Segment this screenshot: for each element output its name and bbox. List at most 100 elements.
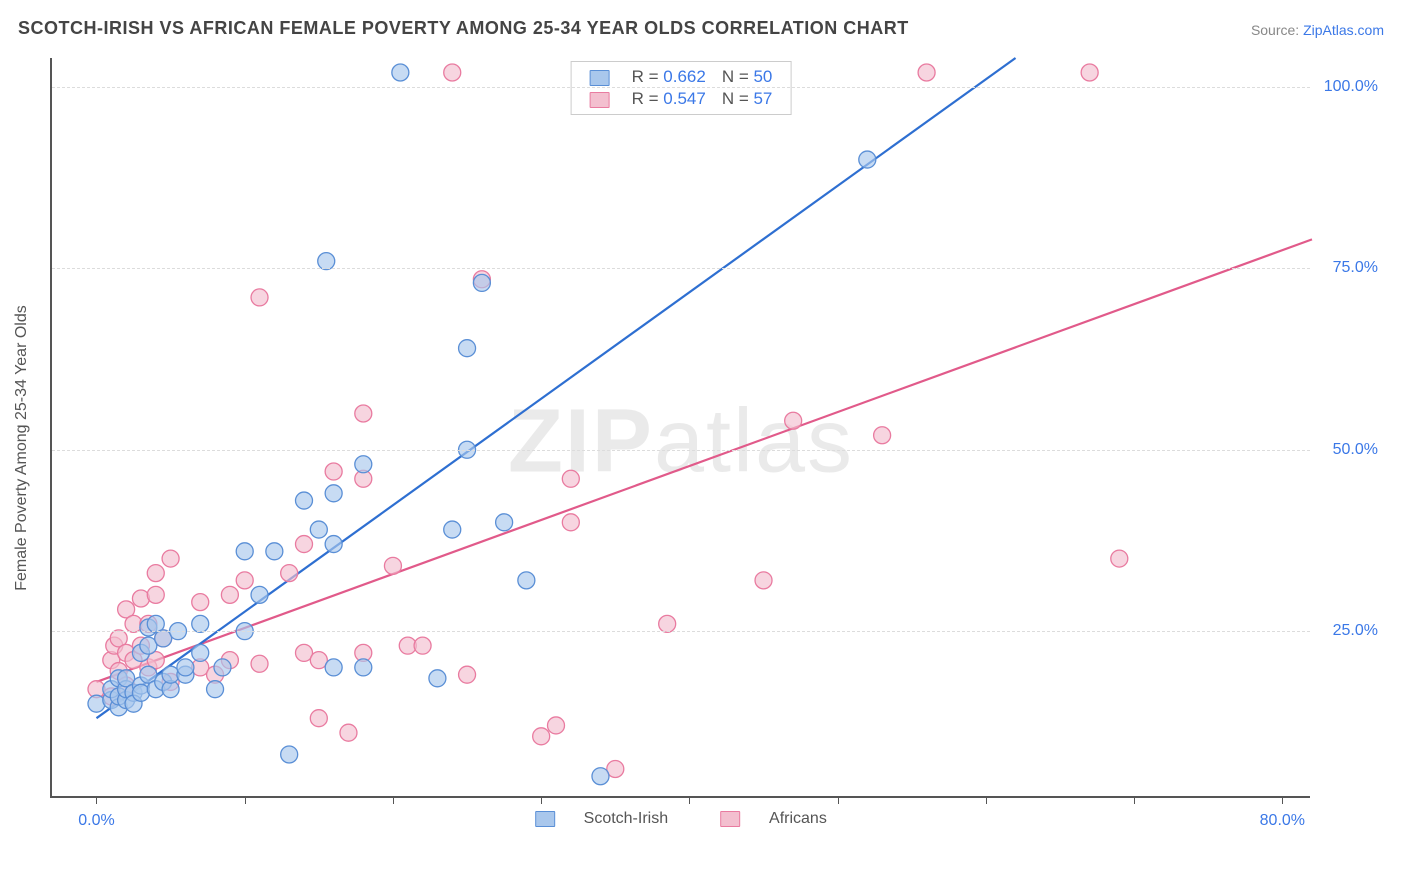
data-point (281, 565, 298, 582)
gridline (52, 268, 1310, 269)
data-point (296, 536, 313, 553)
data-point (310, 710, 327, 727)
chart-title: SCOTCH-IRISH VS AFRICAN FEMALE POVERTY A… (18, 18, 909, 39)
gridline (52, 87, 1310, 88)
swatch-africans-b (721, 811, 741, 827)
data-point (562, 514, 579, 531)
data-point (236, 543, 253, 560)
source-link[interactable]: ZipAtlas.com (1303, 22, 1384, 38)
data-point (325, 463, 342, 480)
swatch-africans (590, 92, 610, 108)
x-tick (689, 796, 690, 804)
x-tick (245, 796, 246, 804)
data-point (755, 572, 772, 589)
data-point (1081, 64, 1098, 81)
data-point (251, 586, 268, 603)
data-point (459, 666, 476, 683)
legend-label-2: Africans (769, 810, 827, 827)
swatch-scotch-irish (590, 70, 610, 86)
y-tick-label: 50.0% (1333, 441, 1378, 459)
data-point (325, 659, 342, 676)
data-point (533, 728, 550, 745)
data-point (318, 253, 335, 270)
data-point (214, 659, 231, 676)
data-point (236, 572, 253, 589)
plot-area: ZIPatlas R = 0.662 N = 50 R = 0.547 N = … (50, 58, 1310, 798)
n-label-1: N = (722, 67, 754, 86)
x-tick-label: 80.0% (1260, 812, 1305, 830)
source-attribution: Source: ZipAtlas.com (1251, 22, 1384, 38)
data-point (444, 64, 461, 81)
y-tick-label: 75.0% (1333, 259, 1378, 277)
data-point (296, 492, 313, 509)
y-axis-title: Female Poverty Among 25-34 Year Olds (13, 305, 31, 591)
trend-line (96, 239, 1312, 682)
data-point (310, 521, 327, 538)
swatch-scotch-irish-b (535, 811, 555, 827)
data-point (459, 340, 476, 357)
data-point (88, 695, 105, 712)
data-point (1111, 550, 1128, 567)
n-label-2: N = (722, 89, 754, 108)
legend-item-1: Scotch-Irish (523, 810, 680, 827)
data-point (147, 565, 164, 582)
data-point (859, 151, 876, 168)
data-point (518, 572, 535, 589)
data-point (355, 659, 372, 676)
legend-item-2: Africans (709, 810, 839, 827)
data-point (355, 405, 372, 422)
legend-label-1: Scotch-Irish (584, 810, 668, 827)
x-tick (986, 796, 987, 804)
trend-line (96, 58, 1015, 718)
data-point (592, 768, 609, 785)
data-point (132, 684, 149, 701)
x-tick (1282, 796, 1283, 804)
data-point (874, 427, 891, 444)
x-tick-label: 0.0% (78, 812, 114, 830)
data-point (325, 536, 342, 553)
x-tick (541, 796, 542, 804)
r-value-2: 0.547 (663, 89, 706, 108)
data-point (384, 557, 401, 574)
data-point (266, 543, 283, 560)
data-point (429, 670, 446, 687)
gridline (52, 450, 1310, 451)
data-point (221, 586, 238, 603)
data-point (659, 615, 676, 632)
legend-row-2: R = 0.547 N = 57 (582, 88, 781, 110)
data-point (325, 485, 342, 502)
data-point (251, 655, 268, 672)
data-point (177, 659, 194, 676)
data-point (392, 64, 409, 81)
data-point (162, 550, 179, 567)
y-tick-label: 100.0% (1324, 78, 1378, 96)
r-label-2: R = (632, 89, 664, 108)
gridline (52, 631, 1310, 632)
n-value-2: 57 (753, 89, 772, 108)
data-point (192, 594, 209, 611)
source-prefix: Source: (1251, 22, 1303, 38)
data-point (496, 514, 513, 531)
data-point (785, 412, 802, 429)
data-point (132, 590, 149, 607)
data-point (562, 470, 579, 487)
data-point (414, 637, 431, 654)
y-tick-label: 25.0% (1333, 622, 1378, 640)
data-point (281, 746, 298, 763)
data-point (147, 586, 164, 603)
data-point (251, 289, 268, 306)
data-point (192, 615, 209, 632)
data-point (192, 644, 209, 661)
data-point (548, 717, 565, 734)
r-label-1: R = (632, 67, 664, 86)
chart-svg (52, 58, 1312, 798)
x-tick (838, 796, 839, 804)
plot-wrap: ZIPatlas R = 0.662 N = 50 R = 0.547 N = … (50, 58, 1390, 838)
data-point (918, 64, 935, 81)
n-value-1: 50 (753, 67, 772, 86)
data-point (207, 681, 224, 698)
x-tick (1134, 796, 1135, 804)
data-point (473, 274, 490, 291)
x-tick (393, 796, 394, 804)
data-point (444, 521, 461, 538)
